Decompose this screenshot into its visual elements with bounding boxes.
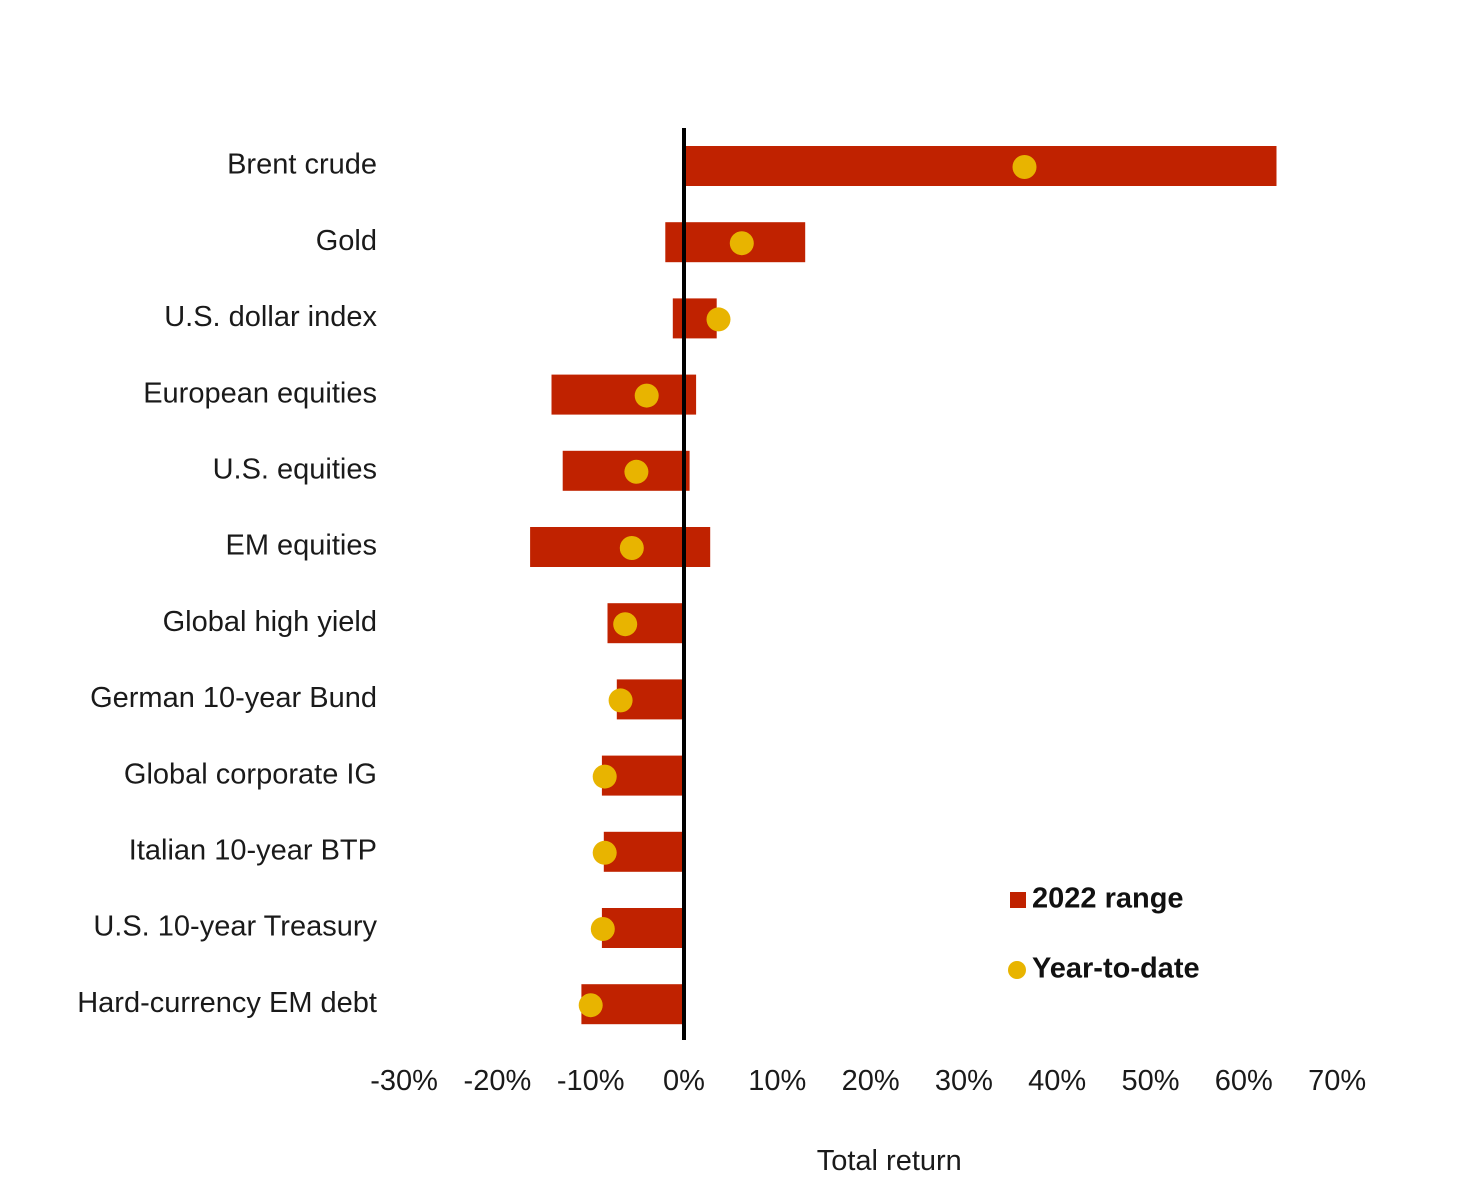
category-label-9: Italian 10-year BTP [129, 834, 377, 866]
x-tick-label-6: 30% [935, 1065, 993, 1097]
category-label-2: U.S. dollar index [164, 301, 377, 333]
ytd-dot-1 [729, 231, 754, 256]
range-bar-3 [551, 374, 697, 415]
legend: 2022 range Year-to-date [1008, 883, 1200, 985]
ytd-dots [578, 155, 1037, 1018]
category-label-4: U.S. equities [213, 453, 377, 485]
ytd-dot-2 [706, 307, 731, 332]
x-tick-label-8: 50% [1121, 1065, 1179, 1097]
category-label-1: Gold [316, 225, 377, 257]
x-tick-label-0: -30% [370, 1065, 438, 1097]
ytd-dot-6 [613, 612, 638, 637]
category-label-10: U.S. 10-year Treasury [93, 911, 377, 943]
x-tick-label-10: 70% [1308, 1065, 1366, 1097]
category-label-7: German 10-year Bund [90, 682, 377, 714]
ytd-dot-3 [634, 383, 659, 408]
x-tick-label-2: -10% [557, 1065, 625, 1097]
x-tick-labels: -30% -20% -10% 0% 10% 20% 30% 40% 50% 60% 70% [370, 1065, 1366, 1097]
category-label-8: Global corporate IG [124, 758, 377, 790]
category-labels: Brent crude Gold U.S. dollar index European… [77, 149, 377, 1019]
ytd-dot-10 [590, 917, 615, 941]
range-bar-0 [684, 146, 1277, 186]
ytd-dot-9 [592, 840, 617, 865]
legend-label-ytd: Year-to-date [1032, 953, 1200, 985]
ytd-dot-0 [1012, 155, 1037, 179]
category-label-5: EM equities [225, 530, 377, 562]
ytd-dot-5 [619, 536, 644, 560]
x-tick-label-4: 10% [748, 1065, 806, 1097]
range-bar-9 [603, 831, 684, 872]
category-label-6: Global high yield [163, 606, 377, 638]
x-tick-label-7: 40% [1028, 1065, 1086, 1097]
ytd-dot-7 [608, 688, 633, 713]
ytd-dot-4 [624, 459, 649, 484]
category-label-0: Brent crude [227, 149, 377, 181]
legend-swatch-range [1010, 892, 1026, 908]
range-bar-10 [601, 908, 684, 948]
legend-label-range: 2022 range [1032, 883, 1184, 915]
ytd-dot-11 [578, 993, 603, 1018]
category-label-3: European equities [143, 377, 377, 409]
x-tick-label-3: 0% [663, 1065, 705, 1097]
x-axis-title: Total return [817, 1145, 962, 1177]
x-tick-label-5: 20% [842, 1065, 900, 1097]
ytd-dot-8 [592, 764, 617, 789]
legend-swatch-ytd [1008, 961, 1026, 979]
category-label-11: Hard-currency EM debt [77, 987, 377, 1019]
x-tick-label-9: 60% [1215, 1065, 1273, 1097]
x-tick-label-1: -20% [464, 1065, 532, 1097]
